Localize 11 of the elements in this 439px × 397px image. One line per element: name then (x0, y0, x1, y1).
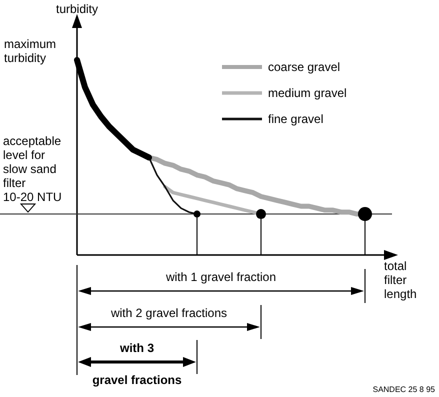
text: with 1 gravel fraction (164, 270, 276, 284)
ref-line-label: acceptable level for slow sand filter 10-20 NTU (3, 134, 62, 204)
text: with 2 gravel fractions (110, 306, 228, 320)
text: SANDEC 25 8 95 (372, 385, 436, 394)
legend-label: fine gravel (268, 112, 324, 126)
text: maximum turbidity (4, 37, 56, 65)
text: with 3 gravel fractions (92, 341, 182, 387)
legend-label: medium gravel (268, 86, 347, 100)
legend-label: coarse gravel (268, 60, 340, 74)
x-axis-title: total filter length (384, 259, 417, 301)
y-axis-title: turbidity (56, 2, 98, 16)
